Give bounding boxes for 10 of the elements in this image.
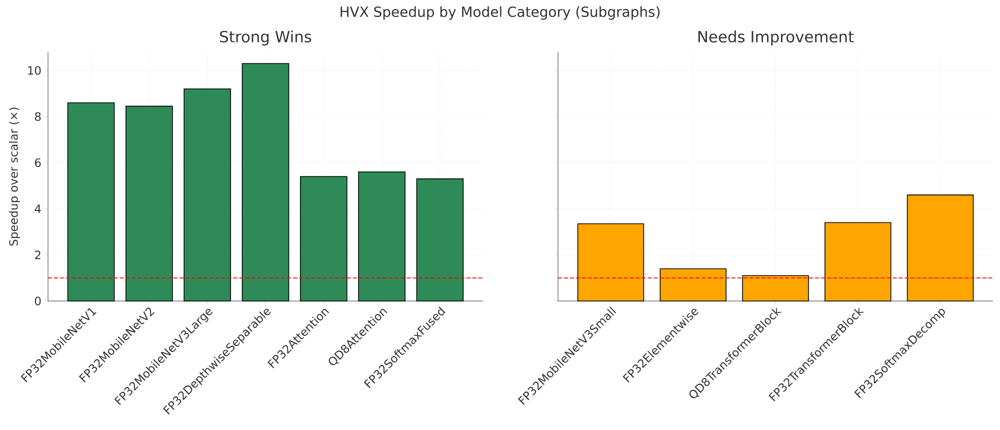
y-tick-label: 2 — [35, 250, 40, 260]
y-tick-label: 8 — [34, 112, 41, 121]
y-axis-title: Speedup over scalar (×) — [8, 108, 20, 246]
y-tick-label: 4 — [34, 204, 41, 213]
chart-title: HVX Speedup by Model Category (Subgraphs) — [340, 6, 660, 20]
chart-subtitle: Strong Wins — [220, 30, 312, 46]
chart-subtitle: Needs Improvement — [698, 30, 854, 46]
y-tick-label: 6 — [35, 158, 41, 167]
y-tick-label: 0 — [34, 296, 41, 306]
y-tick-label: 10 — [28, 66, 41, 75]
